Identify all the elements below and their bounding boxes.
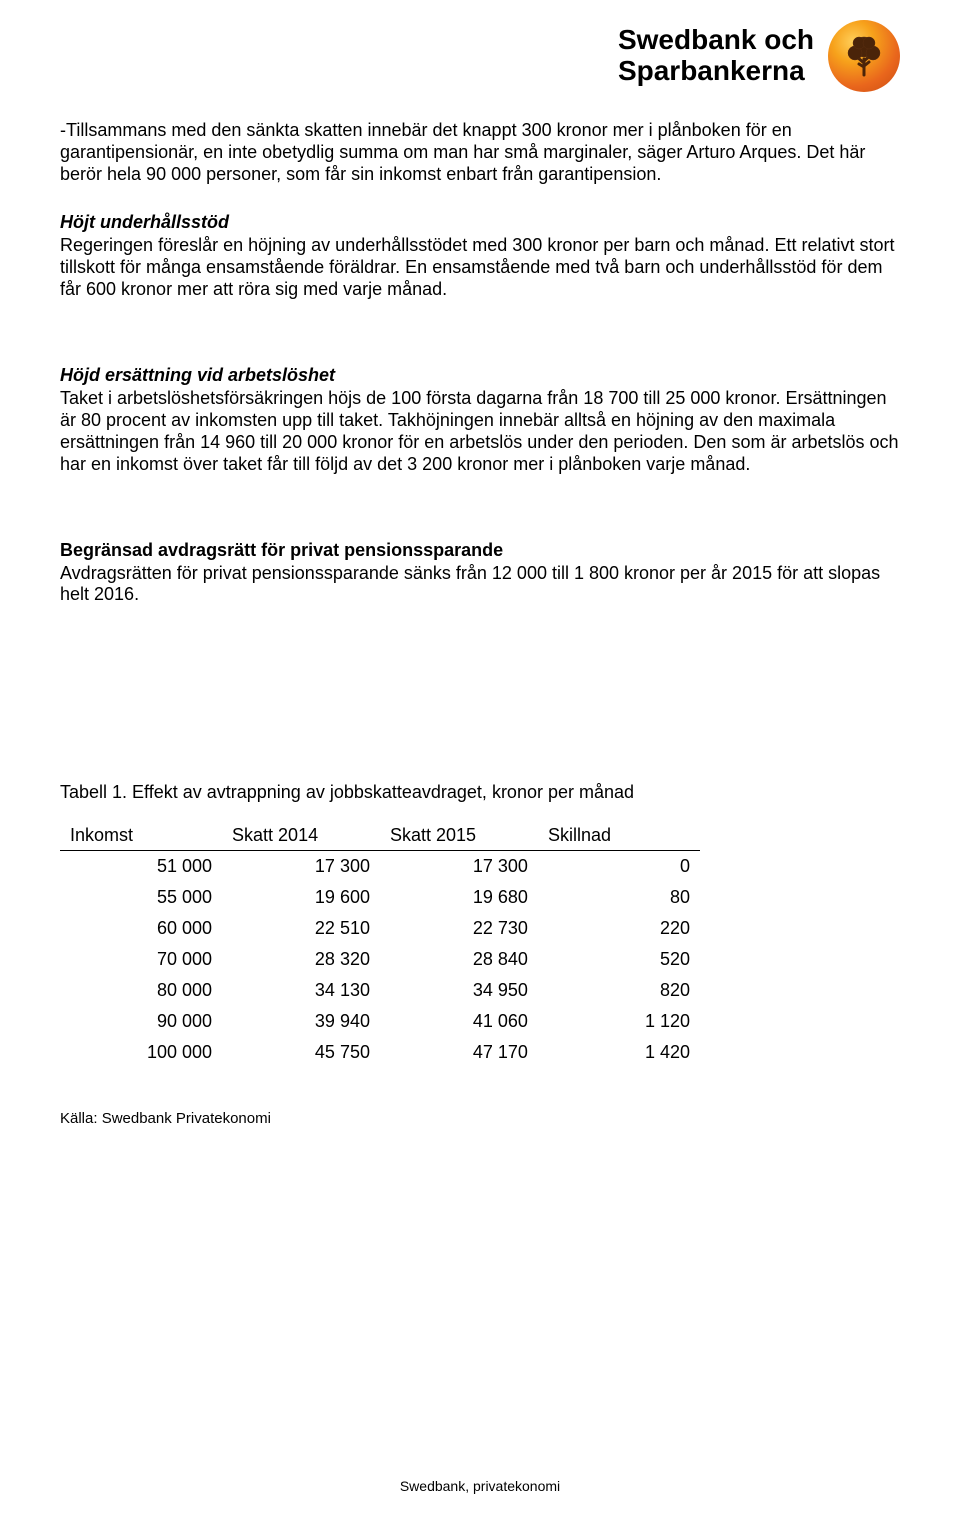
table-row: 55 00019 60019 68080: [60, 882, 700, 913]
table-cell: 520: [538, 944, 700, 975]
table-source: Källa: Swedbank Privatekonomi: [60, 1110, 900, 1127]
table-cell: 80: [538, 882, 700, 913]
table-cell: 1 120: [538, 1006, 700, 1037]
col-header-skillnad: Skillnad: [538, 821, 700, 851]
section-text-arbetsloshet: Taket i arbetslöshetsförsäkringen höjs d…: [60, 388, 900, 476]
table-cell: 19 680: [380, 882, 538, 913]
table-cell: 60 000: [60, 913, 222, 944]
table-cell: 28 840: [380, 944, 538, 975]
table-body: 51 00017 30017 300055 00019 60019 680806…: [60, 851, 700, 1069]
brand-line-1: Swedbank och: [618, 25, 814, 56]
section-title-avdrag: Begränsad avdragsrätt för privat pension…: [60, 540, 900, 561]
header: Swedbank och Sparbankerna: [60, 20, 900, 92]
section-title-arbetsloshet: Höjd ersättning vid arbetslöshet: [60, 365, 900, 386]
table-cell: 41 060: [380, 1006, 538, 1037]
table-cell: 19 600: [222, 882, 380, 913]
table-row: 90 00039 94041 0601 120: [60, 1006, 700, 1037]
table-cell: 1 420: [538, 1037, 700, 1068]
tax-table: Inkomst Skatt 2014 Skatt 2015 Skillnad 5…: [60, 821, 700, 1068]
table-row: 51 00017 30017 3000: [60, 851, 700, 883]
table-cell: 55 000: [60, 882, 222, 913]
table-row: 60 00022 51022 730220: [60, 913, 700, 944]
table-cell: 820: [538, 975, 700, 1006]
table-cell: 34 130: [222, 975, 380, 1006]
table-cell: 28 320: [222, 944, 380, 975]
table-cell: 22 730: [380, 913, 538, 944]
section-text-underhall: Regeringen föreslår en höjning av underh…: [60, 235, 900, 301]
table-cell: 51 000: [60, 851, 222, 883]
brand-line-2: Sparbankerna: [618, 56, 814, 87]
table-cell: 47 170: [380, 1037, 538, 1068]
brand-text: Swedbank och Sparbankerna: [618, 25, 814, 87]
table-cell: 220: [538, 913, 700, 944]
table-cell: 70 000: [60, 944, 222, 975]
section-text-avdrag: Avdragsrätten för privat pensionssparand…: [60, 563, 900, 607]
table-cell: 22 510: [222, 913, 380, 944]
section-title-underhall: Höjt underhållsstöd: [60, 212, 900, 233]
table-cell: 80 000: [60, 975, 222, 1006]
table-row: 100 00045 75047 1701 420: [60, 1037, 700, 1068]
table-cell: 17 300: [380, 851, 538, 883]
table-cell: 45 750: [222, 1037, 380, 1068]
table-row: 70 00028 32028 840520: [60, 944, 700, 975]
oak-tree-icon: [828, 20, 900, 92]
intro-paragraph: -Tillsammans med den sänkta skatten inne…: [60, 120, 900, 186]
table-cell: 0: [538, 851, 700, 883]
table-cell: 100 000: [60, 1037, 222, 1068]
table-cell: 34 950: [380, 975, 538, 1006]
table-caption: Tabell 1. Effekt av avtrappning av jobbs…: [60, 782, 900, 803]
col-header-skatt2015: Skatt 2015: [380, 821, 538, 851]
table-row: 80 00034 13034 950820: [60, 975, 700, 1006]
col-header-inkomst: Inkomst: [60, 821, 222, 851]
table-cell: 17 300: [222, 851, 380, 883]
table-header: Inkomst Skatt 2014 Skatt 2015 Skillnad: [60, 821, 700, 851]
page-footer: Swedbank, privatekonomi: [0, 1478, 960, 1494]
table-cell: 39 940: [222, 1006, 380, 1037]
col-header-skatt2014: Skatt 2014: [222, 821, 380, 851]
document-page: Swedbank och Sparbankerna -Tillsammans m…: [0, 0, 960, 1518]
table-cell: 90 000: [60, 1006, 222, 1037]
